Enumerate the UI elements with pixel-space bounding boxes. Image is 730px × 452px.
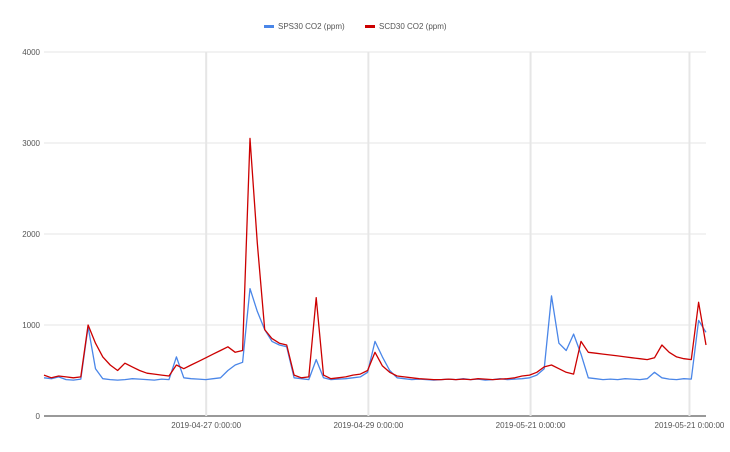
series-line-sps30 <box>43 287 707 381</box>
x-tick-label: 2019-05-21 0:00:00 <box>496 421 566 430</box>
x-tick-label: 2019-05-21 0:00:00 <box>655 421 725 430</box>
legend-item-sps30[interactable]: SPS30 CO2 (ppm) <box>264 22 345 31</box>
y-tick-label: 3000 <box>22 139 40 148</box>
legend-swatch <box>365 25 375 28</box>
legend[interactable]: SPS30 CO2 (ppm) SCD30 CO2 (ppm) <box>264 22 447 31</box>
y-tick-label: 4000 <box>22 48 40 57</box>
x-tick-label: 2019-04-27 0:00:00 <box>171 421 241 430</box>
legend-item-scd30[interactable]: SCD30 CO2 (ppm) <box>365 22 447 31</box>
series-lines <box>43 137 707 381</box>
x-tick-label: 2019-04-29 0:00:00 <box>333 421 403 430</box>
y-tick-label: 1000 <box>22 321 40 330</box>
legend-swatch <box>264 25 274 28</box>
axes: 0 1000 2000 3000 4000 2019-04-27 0:00:00 2019-… <box>22 48 725 430</box>
gridlines <box>44 51 706 417</box>
series-line-scd30 <box>43 137 707 381</box>
y-tick-label: 2000 <box>22 230 40 239</box>
y-tick-label: 0 <box>36 412 41 421</box>
legend-label: SPS30 CO2 (ppm) <box>278 22 345 31</box>
legend-label: SCD30 CO2 (ppm) <box>379 22 447 31</box>
